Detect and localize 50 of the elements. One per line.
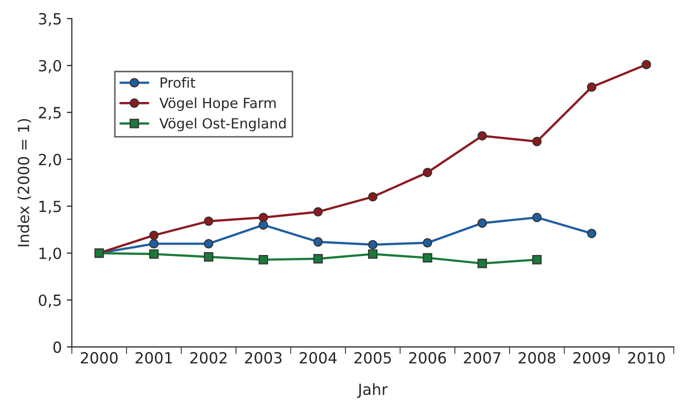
point [532,254,542,264]
y-tick-label: 3,0 [38,60,62,74]
y-tick-label: 1,5 [39,200,61,214]
point [204,216,214,226]
point [478,131,487,141]
point [149,230,159,240]
y-tick-label: 3,5 [38,13,61,26]
point [532,212,542,222]
x-tick-label: 2001 [136,352,172,364]
x-tick-label: 2010 [628,352,665,364]
x-tick-label: 2004 [300,352,337,364]
x-tick-label: 2005 [354,352,391,364]
y-tick-label: 2,5 [38,106,61,120]
point [258,212,268,222]
point [313,254,323,264]
y-tick-label: 0 [53,341,62,353]
point [422,238,432,248]
point [478,218,487,228]
x-tick-label: 2006 [409,352,446,364]
x-tick-label: 2008 [518,352,556,364]
point [313,207,323,217]
point [204,252,214,262]
legend-label: Profit [160,77,196,88]
legend-label: Vögel Ost-England [159,118,286,132]
point [149,249,159,259]
point [422,168,432,178]
point [422,253,432,263]
point [478,258,487,268]
x-axis-title: Jahr [357,383,388,398]
legend-label: Vögel Hope Farm [159,97,276,111]
x-tick-label: 2009 [573,352,610,364]
point [586,228,596,238]
y-axis-title: Index (2000 = 1) [17,119,32,246]
point [532,136,542,146]
x-tick-label: 2000 [80,352,118,364]
point [368,192,378,202]
y-tick-label: 2,0 [38,154,62,167]
x-tick-label: 2003 [245,352,282,364]
point [368,249,378,259]
x-tick-label: 2002 [190,352,227,364]
point [258,254,268,264]
point [368,240,378,250]
point [204,239,214,248]
point [149,239,159,248]
point [313,237,323,247]
point [642,60,652,70]
point [586,82,596,92]
y-tick-label: 0,5 [38,294,61,308]
x-tick-label: 2007 [464,352,500,364]
y-tick-label: 1,0 [39,248,62,261]
